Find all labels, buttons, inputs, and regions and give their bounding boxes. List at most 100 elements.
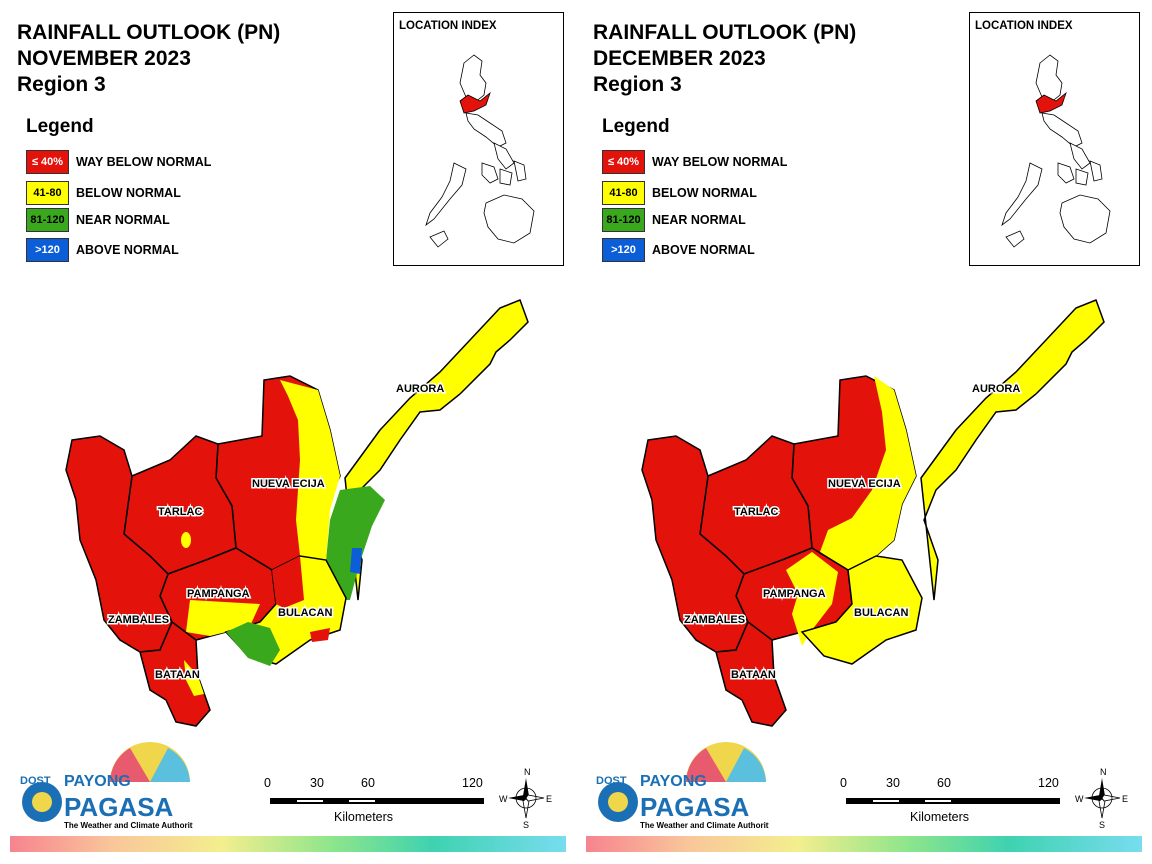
aurora-above-normal-zone <box>350 548 362 574</box>
title-line-2: DECEMBER 2023 <box>593 47 766 70</box>
color-gradient-strip <box>10 836 566 852</box>
map-title: RAINFALL OUTLOOK (PN) DECEMBER 2023 Regi… <box>593 20 856 98</box>
province-label-zambales: ZAMBALES <box>108 614 169 626</box>
outlook-panel-november: RAINFALL OUTLOOK (PN) NOVEMBER 2023 Regi… <box>10 12 566 852</box>
umbrella-logo-icon: DOST PAYONG PAGASA The Weather and Clima… <box>20 742 197 830</box>
province-label-pampanga: PAMPANGA <box>187 588 250 600</box>
legend-title: Legend <box>26 116 94 137</box>
aurora-near-normal-zone <box>326 486 385 600</box>
legend-swatch: 41-80 <box>602 181 645 205</box>
location-index-label: LOCATION INDEX <box>399 20 497 32</box>
map-title: RAINFALL OUTLOOK (PN) NOVEMBER 2023 Regi… <box>17 20 280 98</box>
legend-swatch: 41-80 <box>26 181 69 205</box>
logo-payong: PAYONG <box>64 773 131 790</box>
compass-n: N <box>1100 767 1107 777</box>
title-line-3: Region 3 <box>593 73 682 96</box>
province-label-nueva-ecija: NUEVA ECIJA <box>252 478 325 490</box>
legend-swatch: ≤ 40% <box>26 150 69 174</box>
region-3-rainfall-map: AURORA NUEVA ECIJA TARLAC PAMPANGA BULAC… <box>65 299 529 727</box>
legend-label: NEAR NORMAL <box>76 213 170 227</box>
bulacan-region <box>800 555 923 665</box>
title-line-2: NOVEMBER 2023 <box>17 47 191 70</box>
scale-tick: 120 <box>1038 776 1059 790</box>
legend-swatch: 81-120 <box>26 208 69 232</box>
tarlac-below-spot <box>181 532 191 548</box>
compass-w: W <box>1075 794 1084 804</box>
bulacan-way-below-zone <box>272 556 304 608</box>
logo-pagasa: PAGASA <box>64 792 174 822</box>
compass-rose-icon: N S E W <box>499 767 552 830</box>
compass-s: S <box>523 820 529 830</box>
logo-dost: DOST <box>596 775 627 787</box>
province-label-nueva-ecija: NUEVA ECIJA <box>828 478 901 490</box>
legend-label: ABOVE NORMAL <box>652 243 755 257</box>
bulacan-near-normal-zone <box>226 622 280 666</box>
legend-swatch: 81-120 <box>602 208 645 232</box>
scale-bar-graphic <box>846 798 1060 804</box>
legend-title: Legend <box>602 116 670 137</box>
legend-label: BELOW NORMAL <box>76 186 181 200</box>
province-label-bulacan: BULACAN <box>854 607 908 619</box>
scale-bar: 0 30 60 120 Kilometers <box>262 776 492 826</box>
logo-tagline: The Weather and Climate Authority <box>640 821 769 830</box>
nueva-ecija-below-zone <box>820 376 916 570</box>
pagasa-logo: DOST PAYONG PAGASA The Weather and Clima… <box>594 740 773 830</box>
province-label-tarlac: TARLAC <box>734 506 778 518</box>
nueva-ecija-below-zone <box>280 380 340 560</box>
scale-segment <box>349 800 375 802</box>
scale-tick: 30 <box>886 776 900 790</box>
province-label-aurora: AURORA <box>972 383 1020 395</box>
legend-label: NEAR NORMAL <box>652 213 746 227</box>
aurora-region <box>344 299 529 601</box>
philippines-outline-icon <box>425 54 535 248</box>
province-label-bataan: BATAAN <box>731 669 776 681</box>
legend-label: ABOVE NORMAL <box>76 243 179 257</box>
province-label-bataan: BATAAN <box>155 669 200 681</box>
legend-label: BELOW NORMAL <box>652 186 757 200</box>
province-label-zambales: ZAMBALES <box>684 614 745 626</box>
umbrella-logo-icon: DOST PAYONG PAGASA The Weather and Clima… <box>596 742 773 830</box>
scale-tick: 120 <box>462 776 483 790</box>
philippines-outline-icon <box>1001 54 1111 248</box>
scale-bar-graphic <box>270 798 484 804</box>
compass-w: W <box>499 794 508 804</box>
logo-dost: DOST <box>20 775 51 787</box>
location-index-inset: LOCATION INDEX <box>969 12 1140 266</box>
scale-unit: Kilometers <box>910 810 970 824</box>
logo-tagline: The Weather and Climate Authority <box>64 821 193 830</box>
province-label-aurora: AURORA <box>396 383 444 395</box>
scale-tick: 60 <box>937 776 951 790</box>
legend-swatch: >120 <box>26 238 69 262</box>
scale-segment <box>297 800 323 802</box>
scale-tick: 0 <box>840 776 847 790</box>
title-line-1: RAINFALL OUTLOOK (PN) <box>593 21 857 44</box>
province-label-tarlac: TARLAC <box>158 506 202 518</box>
scale-tick: 30 <box>310 776 324 790</box>
compass-n: N <box>524 767 531 777</box>
scale-segment <box>873 800 899 802</box>
scale-tick: 0 <box>264 776 271 790</box>
outlook-panel-december: RAINFALL OUTLOOK (PN) DECEMBER 2023 Regi… <box>576 0 1152 864</box>
compass-e: E <box>546 794 552 804</box>
compass-rose-icon: N S E W <box>1075 767 1128 830</box>
legend-swatch: ≤ 40% <box>602 150 645 174</box>
pampanga-below-zone <box>786 552 838 646</box>
province-label-bulacan: BULACAN <box>278 607 332 619</box>
legend-label: WAY BELOW NORMAL <box>76 155 212 169</box>
scale-bar: 0 30 60 120 Kilometers <box>838 776 1068 826</box>
region-3-rainfall-map: AURORA NUEVA ECIJA TARLAC PAMPANGA BULAC… <box>641 299 1105 727</box>
bulacan-red-spot <box>310 628 330 642</box>
aurora-region <box>920 299 1105 601</box>
legend-label: WAY BELOW NORMAL <box>652 155 788 169</box>
bataan-region <box>139 620 211 727</box>
province-label-pampanga: PAMPANGA <box>763 588 826 600</box>
title-line-1: RAINFALL OUTLOOK (PN) <box>17 21 281 44</box>
scale-segment <box>925 800 951 802</box>
location-index-label: LOCATION INDEX <box>975 20 1073 32</box>
compass-s: S <box>1099 820 1105 830</box>
scale-tick: 60 <box>361 776 375 790</box>
location-index-inset: LOCATION INDEX <box>393 12 564 266</box>
legend-swatch: >120 <box>602 238 645 262</box>
color-gradient-strip <box>586 836 1142 852</box>
scale-unit: Kilometers <box>334 810 394 824</box>
